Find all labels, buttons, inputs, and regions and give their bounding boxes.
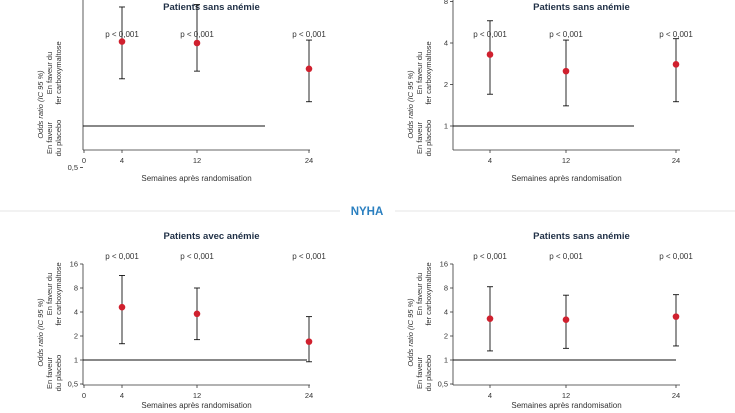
y-tick-label: 1	[444, 356, 448, 365]
y-tick-label: 8	[444, 284, 448, 293]
x-tick-label: 12	[562, 391, 570, 400]
p-value-label: p < 0,001	[105, 252, 139, 261]
p-value-label: p < 0,001	[549, 252, 583, 261]
chart-title: Patients avec anémie	[163, 231, 259, 242]
x-tick-label: 12	[193, 391, 201, 400]
favour-top-label: En faveur du	[415, 273, 424, 316]
x-tick-label: 4	[120, 156, 124, 165]
y-tick-label: 1	[74, 356, 78, 365]
data-point	[562, 316, 570, 324]
y-tick-label: 2	[444, 80, 448, 89]
x-tick-label: 0	[82, 391, 86, 400]
p-value-label: p < 0,001	[292, 30, 326, 39]
favour-top-label: fer carboxymaltose	[424, 262, 433, 325]
chart-title: Patients sans anémie	[533, 2, 630, 13]
data-point	[118, 38, 126, 45]
favour-bottom-label: En faveur	[415, 121, 424, 154]
x-tick-label: 4	[488, 156, 492, 165]
p-value-label: p < 0,001	[473, 252, 507, 261]
favour-bottom-label: du placebo	[54, 120, 63, 157]
x-tick-label: 4	[488, 391, 492, 400]
x-tick-label: 0	[82, 156, 86, 165]
data-point	[672, 61, 680, 68]
favour-top-label: fer carboxymaltose	[54, 41, 63, 104]
y-tick-label: 4	[444, 308, 448, 317]
p-value-label: p < 0,001	[659, 252, 693, 261]
favour-top-label: fer carboxymaltose	[424, 41, 433, 104]
favour-bottom-label: du placebo	[424, 355, 433, 392]
chart-title: Patients sans anémie	[533, 231, 630, 242]
p-value-label: p < 0,001	[180, 252, 214, 261]
x-tick-label: 24	[305, 156, 313, 165]
p-value-label: p < 0,001	[105, 30, 139, 39]
favour-top-label: fer carboxymaltose	[54, 262, 63, 325]
data-point	[486, 51, 494, 58]
x-tick-label: 24	[672, 391, 680, 400]
x-axis-label: Semaines après randomisation	[511, 401, 621, 410]
y-tick-label: 2	[444, 332, 448, 341]
x-tick-label: 12	[562, 156, 570, 165]
y-tick-label: 0,5	[68, 380, 78, 389]
p-value-label: p < 0,001	[292, 252, 326, 261]
p-value-label: p < 0,001	[549, 30, 583, 39]
y-tick-label: 16	[70, 260, 78, 269]
y-tick-label: 0,5	[68, 163, 78, 172]
x-axis-label: Semaines après randomisation	[511, 174, 621, 183]
x-tick-label: 4	[120, 391, 124, 400]
data-point	[486, 315, 494, 322]
x-tick-label: 12	[193, 156, 201, 165]
x-axis-label: Semaines après randomisation	[141, 174, 251, 183]
data-point	[672, 313, 680, 320]
y-tick-label: 2	[74, 332, 78, 341]
favour-bottom-label: du placebo	[54, 355, 63, 392]
y-tick-label: 16	[440, 260, 448, 269]
favour-bottom-label: En faveur	[415, 356, 424, 389]
chart-panel-1: Patients sans anémie 0,5 0 4 12 24 Semaines ap…	[36, 0, 326, 183]
y-tick-label: 8	[74, 284, 78, 293]
favour-top-label: En faveur du	[45, 273, 54, 316]
data-point	[305, 65, 313, 73]
favour-top-label: En faveur du	[45, 52, 54, 95]
y-axis-label: Odds ratio (IC 95 %)	[36, 70, 45, 139]
chart-panel-2: Patients sans anémie12481641224Semaines …	[406, 0, 693, 183]
x-tick-label: 24	[305, 391, 313, 400]
data-point	[118, 303, 126, 311]
y-tick-label: 4	[444, 39, 448, 48]
favour-bottom-label: En faveur	[45, 356, 54, 389]
p-value-label: p < 0,001	[473, 30, 507, 39]
p-value-label: p < 0,001	[659, 30, 693, 39]
favour-bottom-label: du placebo	[424, 120, 433, 157]
y-tick-label: 1	[444, 122, 448, 131]
y-axis-label: Odds ratio (IC 95 %)	[36, 298, 45, 367]
x-tick-label: 24	[672, 156, 680, 165]
y-axis-label: Odds ratio (IC 95 %)	[406, 70, 415, 139]
x-axis-label: Semaines après randomisation	[141, 401, 251, 410]
favour-bottom-label: En faveur	[45, 121, 54, 154]
p-value-label: p < 0,001	[180, 30, 214, 39]
data-point	[193, 310, 201, 318]
data-point	[562, 67, 570, 75]
section-label: NYHA	[351, 206, 384, 218]
y-axis-label: Odds ratio (IC 95 %)	[406, 298, 415, 367]
chart-title: Patients sans anémie	[163, 2, 260, 13]
data-point	[193, 39, 201, 47]
y-tick-label: 8	[444, 0, 448, 6]
data-point	[305, 338, 313, 345]
y-tick-label: 0,5	[438, 380, 448, 389]
y-tick-label: 4	[74, 308, 78, 317]
favour-top-label: En faveur du	[415, 52, 424, 95]
